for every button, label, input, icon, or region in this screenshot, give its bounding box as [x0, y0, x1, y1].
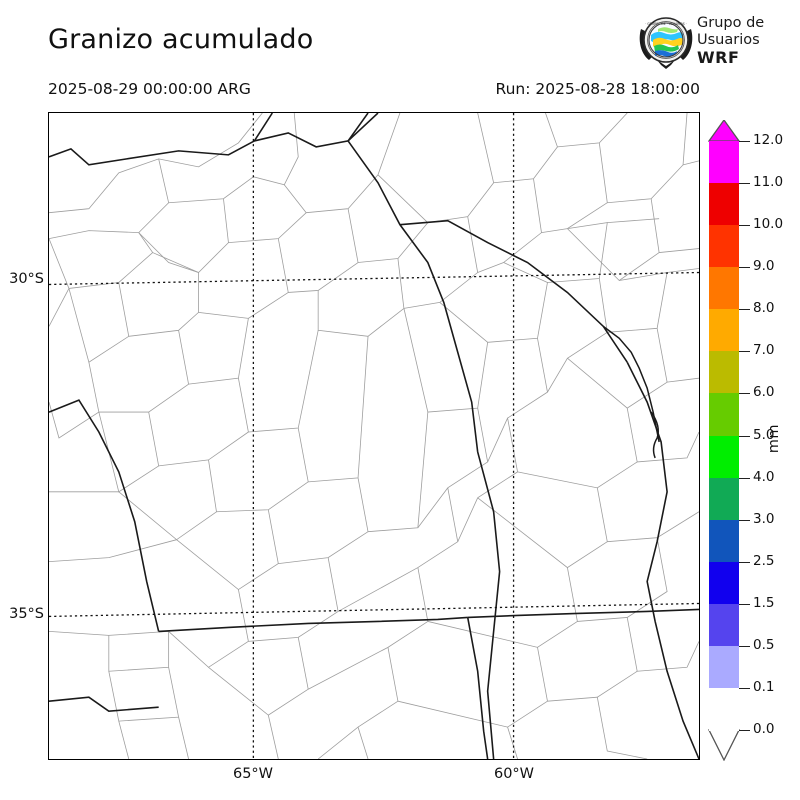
y-axis-label-35S: 35°S [9, 606, 44, 622]
colorbar-tick [739, 183, 750, 185]
colorbar-tick [739, 309, 750, 311]
colorbar-tick-label: 8.0 [753, 300, 775, 317]
colorbar-tick-label: 0.0 [753, 721, 775, 737]
colorbar-band [709, 309, 739, 352]
gridline-35S [49, 602, 699, 618]
province-borders [49, 113, 699, 759]
run-time-label: Run: 2025-08-28 18:00:00 [495, 80, 701, 98]
colorbar-tick [739, 351, 750, 353]
colorbar-band [709, 687, 739, 731]
colorbar-tick [739, 730, 750, 731]
colorbar-tick-label: 5.0 [753, 426, 775, 443]
colorbar-tick-label: 0.1 [753, 678, 775, 695]
colorbar-tick [739, 561, 750, 563]
colorbar-tick-label: 10.0 [753, 216, 784, 233]
colorbar-band [709, 561, 739, 605]
colorbar[interactable] [708, 120, 740, 761]
colorbar-band [709, 225, 739, 268]
valid-time-label: 2025-08-29 00:00:00 ARG [48, 80, 251, 98]
colorbar-tick [739, 477, 750, 479]
gridline-30S [49, 271, 699, 286]
colorbar-band [709, 351, 739, 394]
colorbar-band [709, 477, 739, 521]
colorbar-band [709, 645, 739, 689]
colorbar-tick [739, 141, 750, 142]
colorbar-tick [739, 225, 750, 227]
logo-line-3: WRF [697, 48, 740, 67]
colorbar-band [709, 183, 739, 226]
colorbar-tick-label: 11.0 [753, 174, 784, 191]
gridlines [49, 113, 699, 759]
x-axis-label-65W: 65°W [232, 766, 274, 782]
colorbar-band [709, 141, 739, 184]
map-vector-layer [49, 113, 699, 759]
colorbar-tick-label: 6.0 [753, 384, 775, 401]
colorbar-tick-label: 3.0 [753, 510, 775, 527]
colorbar-tick [739, 519, 750, 521]
logo-line-1: Grupo de [697, 15, 765, 31]
colorbar-band [709, 519, 739, 563]
colorbar-band [709, 393, 739, 437]
wrf-globe-seal-icon: · GRUPO · DE · USUARIOS · [639, 17, 693, 69]
colorbar-tick [739, 267, 750, 269]
colorbar-tick-label: 7.0 [753, 342, 775, 359]
page-title: Granizo acumulado [48, 24, 314, 55]
wrf-user-group-logo: · GRUPO · DE · USUARIOS · Grupo de Usuar… [637, 13, 795, 75]
map-plot-area[interactable] [48, 112, 700, 760]
colorbar-tick-label: 9.0 [753, 258, 775, 275]
colorbar-tick-label: 0.5 [753, 636, 775, 653]
colorbar-tick-label: 2.5 [753, 552, 775, 569]
colorbar-band [709, 267, 739, 310]
colorbar-under-arrow [708, 729, 740, 761]
colorbar-tick [739, 393, 750, 395]
colorbar-tick [739, 435, 750, 437]
colorbar-over-arrow [708, 120, 740, 142]
colorbar-band [709, 435, 739, 479]
colorbar-tick-label: 4.0 [753, 468, 775, 485]
colorbar-tick [739, 603, 750, 605]
colorbar-tick [739, 687, 750, 689]
y-axis-label-30S: 30°S [9, 271, 44, 287]
colorbar-tick-label: 12.0 [753, 132, 784, 148]
colorbar-band [709, 603, 739, 647]
x-axis-label-60W: 60°W [493, 766, 535, 782]
logo-brand-text: Grupo de Usuarios WRF [697, 15, 764, 66]
coastline [602, 325, 660, 459]
logo-line-2: Usuarios [697, 32, 760, 48]
colorbar-tick-label: 1.5 [753, 594, 775, 611]
department-borders [49, 113, 699, 759]
svg-text:· GRUPO · DE · USUARIOS ·: · GRUPO · DE · USUARIOS · [645, 22, 686, 26]
colorbar-tick [739, 645, 750, 647]
